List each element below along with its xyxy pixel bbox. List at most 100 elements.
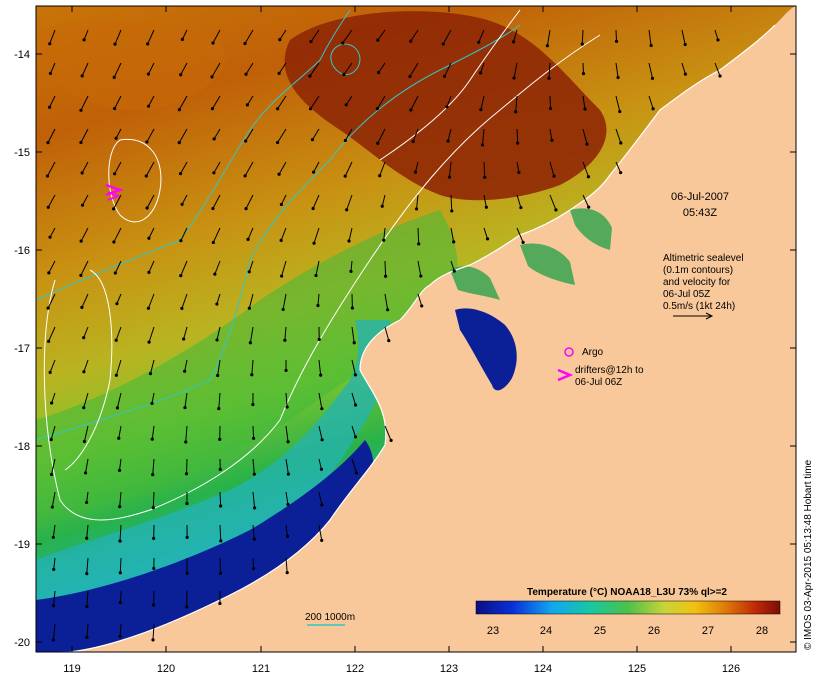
- velocity-arrow: [416, 194, 419, 209]
- velocity-arrow: [50, 62, 56, 74]
- x-axis-ticks: [71, 6, 732, 652]
- velocity-arrow: [516, 227, 524, 243]
- velocity-arrow-head: [213, 272, 217, 276]
- velocity-arrow: [383, 227, 386, 241]
- velocity-arrow-head: [618, 109, 622, 114]
- x-tick-label: 123: [440, 663, 458, 675]
- velocity-arrow: [448, 161, 452, 178]
- velocity-arrow-head: [408, 74, 412, 79]
- velocity-arrow: [313, 227, 320, 244]
- velocity-arrow: [212, 227, 221, 243]
- velocity-arrow: [248, 293, 254, 309]
- velocity-arrow-head: [552, 174, 556, 178]
- velocity-arrow-head: [219, 504, 223, 508]
- colorbar: [475, 600, 781, 615]
- velocity-arrow: [483, 161, 486, 178]
- velocity-arrow-head: [80, 305, 84, 309]
- x-tick-label: 122: [346, 663, 364, 675]
- argo-label: Argo: [582, 347, 604, 358]
- velocity-arrow: [282, 293, 287, 310]
- velocity-arrow: [281, 260, 287, 277]
- velocity-arrow-head: [146, 306, 151, 310]
- land-mass: [70, 6, 796, 652]
- velocity-arrow-head: [50, 505, 54, 509]
- velocity-arrow: [113, 62, 122, 78]
- velocity-arrow: [148, 95, 155, 107]
- velocity-arrow-head: [585, 142, 589, 146]
- velocity-arrow: [648, 62, 653, 79]
- velocity-arrow-head: [51, 604, 56, 608]
- velocity-arrow: [417, 260, 422, 277]
- velocity-arrow: [147, 29, 155, 45]
- velocity-arrow-head: [517, 170, 521, 175]
- velocity-arrow: [681, 62, 686, 75]
- velocity-arrow-head: [312, 241, 316, 245]
- king-sound: [455, 308, 517, 391]
- velocity-arrow-head: [420, 304, 424, 308]
- velocity-arrow-head: [443, 74, 447, 78]
- velocity-arrow-head: [50, 401, 54, 405]
- velocity-arrow: [284, 326, 287, 341]
- velocity-arrow: [219, 524, 222, 541]
- velocity-arrow-head: [51, 535, 55, 539]
- velocity-arrow: [285, 392, 288, 408]
- altimetry-legend-line: (0.1m contours): [663, 265, 733, 276]
- velocity-arrow-head: [85, 572, 89, 576]
- velocity-arrow-head: [210, 75, 214, 79]
- velocity-arrow: [277, 128, 287, 143]
- velocity-arrow-head: [285, 405, 289, 409]
- velocity-arrow-head: [311, 170, 316, 174]
- velocity-arrow-head: [48, 370, 52, 374]
- velocity-arrow: [146, 194, 155, 209]
- velocity-arrow: [83, 359, 89, 372]
- velocity-arrow-head: [409, 39, 413, 43]
- y-tick-label: -20: [14, 637, 30, 649]
- velocity-arrow-head: [80, 171, 84, 175]
- velocity-arrow: [279, 29, 287, 40]
- drifter-legend-line: drifters@12h to: [575, 365, 644, 376]
- velocity-arrow-head: [218, 467, 222, 472]
- velocity-arrow: [146, 128, 155, 143]
- velocity-arrow-head: [545, 44, 549, 48]
- velocity-arrow-head: [252, 506, 257, 510]
- velocity-arrow: [47, 194, 56, 208]
- velocity-arrow-head: [347, 239, 351, 243]
- velocity-arrow: [447, 128, 452, 142]
- velocity-arrow-head: [512, 76, 516, 80]
- velocity-arrow-head: [343, 138, 347, 143]
- velocity-arrow: [412, 128, 419, 142]
- credit-text: © IMOS 03-Apr-2015 05:13:48 Hobart time: [803, 459, 814, 650]
- velocity-arrow: [49, 359, 56, 373]
- velocity-arrow-head: [148, 372, 153, 376]
- velocity-arrow: [582, 194, 590, 208]
- velocity-arrow: [51, 458, 56, 475]
- velocity-arrow: [80, 227, 89, 242]
- velocity-arrow: [377, 29, 386, 41]
- velocity-arrow-head: [211, 240, 215, 245]
- velocity-arrow: [251, 359, 254, 375]
- velocity-arrow: [151, 425, 155, 440]
- velocity-arrow-head: [180, 202, 184, 206]
- velocity-arrow: [278, 62, 287, 74]
- velocity-arrow: [86, 524, 89, 539]
- velocity-arrow: [378, 62, 386, 73]
- velocity-arrow: [245, 194, 254, 209]
- velocity-arrow: [549, 161, 555, 177]
- velocity-arrow: [119, 491, 122, 507]
- velocity-arrow: [148, 62, 155, 75]
- velocity-arrow-head: [151, 506, 155, 510]
- velocity-arrow-head: [185, 605, 189, 609]
- velocity-arrow-head: [147, 236, 151, 240]
- velocity-arrow: [442, 29, 452, 45]
- velocity-arrow-head: [113, 172, 117, 176]
- velocity-arrow: [312, 194, 320, 209]
- velocity-arrow: [346, 194, 353, 210]
- velocity-arrow-head: [311, 206, 315, 211]
- velocity-arrow-head: [47, 271, 51, 275]
- altimetry-legend-line: 06-Jul 05Z: [663, 289, 710, 300]
- velocity-arrow: [80, 95, 89, 111]
- velocity-arrow: [119, 524, 122, 542]
- velocity-arrow: [47, 128, 56, 143]
- isobath-200m: [35, 24, 521, 441]
